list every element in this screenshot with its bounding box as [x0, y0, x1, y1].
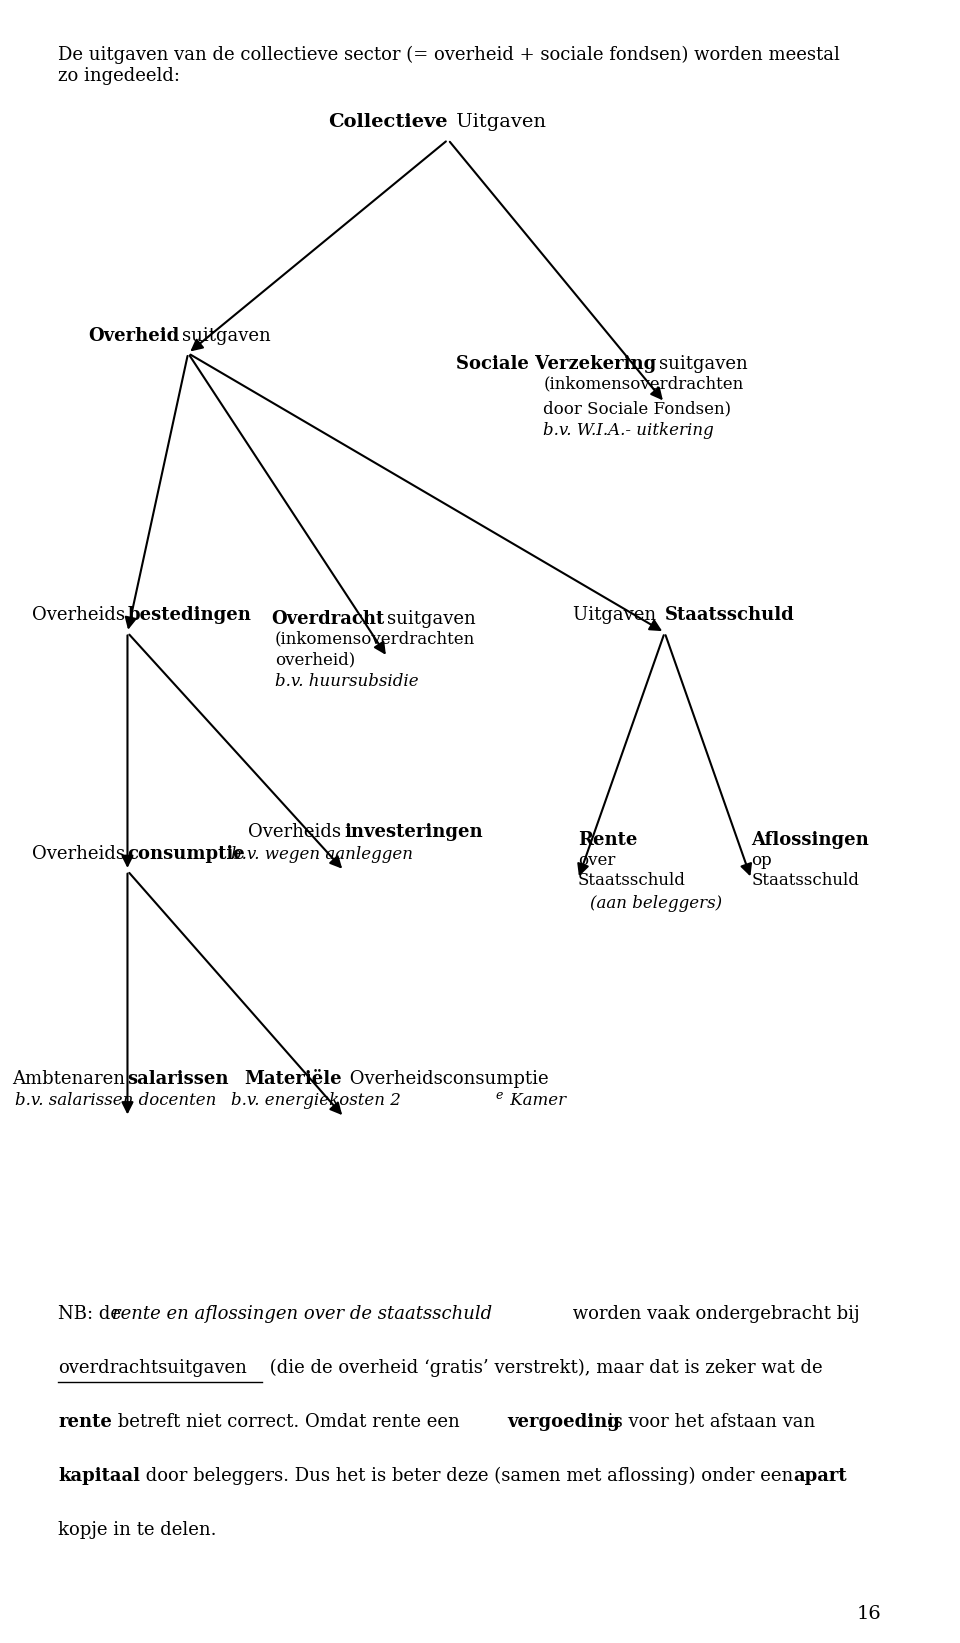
Text: rente: rente: [59, 1413, 112, 1431]
Text: Staatsschuld: Staatsschuld: [664, 606, 794, 624]
Text: Materiële: Materiële: [244, 1070, 342, 1088]
Text: is voor het afstaan van: is voor het afstaan van: [602, 1413, 815, 1431]
Text: Sociale Verzekering: Sociale Verzekering: [456, 355, 656, 373]
Text: Ambtenaren: Ambtenaren: [12, 1070, 125, 1088]
Text: kapitaal: kapitaal: [59, 1467, 140, 1485]
Text: b.v. W.I.A.- uitkering: b.v. W.I.A.- uitkering: [543, 422, 714, 439]
Text: vergoeding: vergoeding: [507, 1413, 620, 1431]
Text: b.v. salarissen docenten: b.v. salarissen docenten: [14, 1093, 216, 1109]
Text: over: over: [578, 853, 615, 869]
Text: Overheids: Overheids: [249, 823, 342, 841]
Text: Collectieve: Collectieve: [328, 113, 448, 131]
Text: Staatsschuld: Staatsschuld: [752, 872, 859, 889]
Text: b.v. energiekosten 2: b.v. energiekosten 2: [231, 1093, 401, 1109]
Text: overheid): overheid): [275, 652, 355, 669]
Text: Uitgaven: Uitgaven: [573, 606, 662, 624]
Text: Staatsschuld: Staatsschuld: [578, 872, 685, 889]
Text: Overheidsconsumptie: Overheidsconsumptie: [344, 1070, 549, 1088]
Text: investeringen: investeringen: [344, 823, 483, 841]
Text: Overheids: Overheids: [32, 606, 125, 624]
Text: 16: 16: [856, 1605, 881, 1623]
Text: apart: apart: [793, 1467, 847, 1485]
Text: De uitgaven van de collectieve sector (= overheid + sociale fondsen) worden mees: De uitgaven van de collectieve sector (=…: [59, 46, 840, 85]
Text: Aflossingen: Aflossingen: [752, 831, 869, 849]
Text: Overdracht: Overdracht: [272, 610, 385, 628]
Text: consumptie: consumptie: [128, 845, 245, 863]
Text: NB: de: NB: de: [59, 1305, 127, 1323]
Text: (die de overheid ‘gratis’ verstrekt), maar dat is zeker wat de: (die de overheid ‘gratis’ verstrekt), ma…: [263, 1359, 822, 1377]
Text: e: e: [495, 1089, 503, 1102]
Text: door Sociale Fondsen): door Sociale Fondsen): [543, 401, 732, 417]
Text: Rente: Rente: [578, 831, 637, 849]
Text: (inkomensoverdrachten: (inkomensoverdrachten: [543, 376, 744, 393]
Text: overdrachtsuitgaven: overdrachtsuitgaven: [59, 1359, 247, 1377]
Text: worden vaak ondergebracht bij: worden vaak ondergebracht bij: [566, 1305, 859, 1323]
Text: door beleggers. Dus het is beter deze (samen met aflossing) onder een: door beleggers. Dus het is beter deze (s…: [140, 1467, 800, 1485]
Text: Overheids: Overheids: [32, 845, 125, 863]
Text: kopje in te delen.: kopje in te delen.: [59, 1521, 217, 1539]
Text: rente en aflossingen over de staatsschuld: rente en aflossingen over de staatsschul…: [112, 1305, 492, 1323]
Text: Kamer: Kamer: [505, 1093, 566, 1109]
Text: op: op: [752, 853, 772, 869]
Text: (aan beleggers): (aan beleggers): [590, 895, 722, 912]
Text: salarissen: salarissen: [128, 1070, 229, 1088]
Text: Overheid: Overheid: [88, 327, 180, 345]
Text: Uitgaven: Uitgaven: [450, 113, 546, 131]
Text: betreft niet correct. Omdat rente een: betreft niet correct. Omdat rente een: [112, 1413, 466, 1431]
Text: suitgaven: suitgaven: [388, 610, 476, 628]
Text: suitgaven: suitgaven: [182, 327, 271, 345]
Text: (inkomensoverdrachten: (inkomensoverdrachten: [275, 631, 475, 647]
Text: suitgaven: suitgaven: [659, 355, 747, 373]
Text: b.v. huursubsidie: b.v. huursubsidie: [275, 674, 419, 690]
Text: b.v. wegen aanleggen: b.v. wegen aanleggen: [231, 846, 414, 863]
Text: bestedingen: bestedingen: [128, 606, 252, 624]
